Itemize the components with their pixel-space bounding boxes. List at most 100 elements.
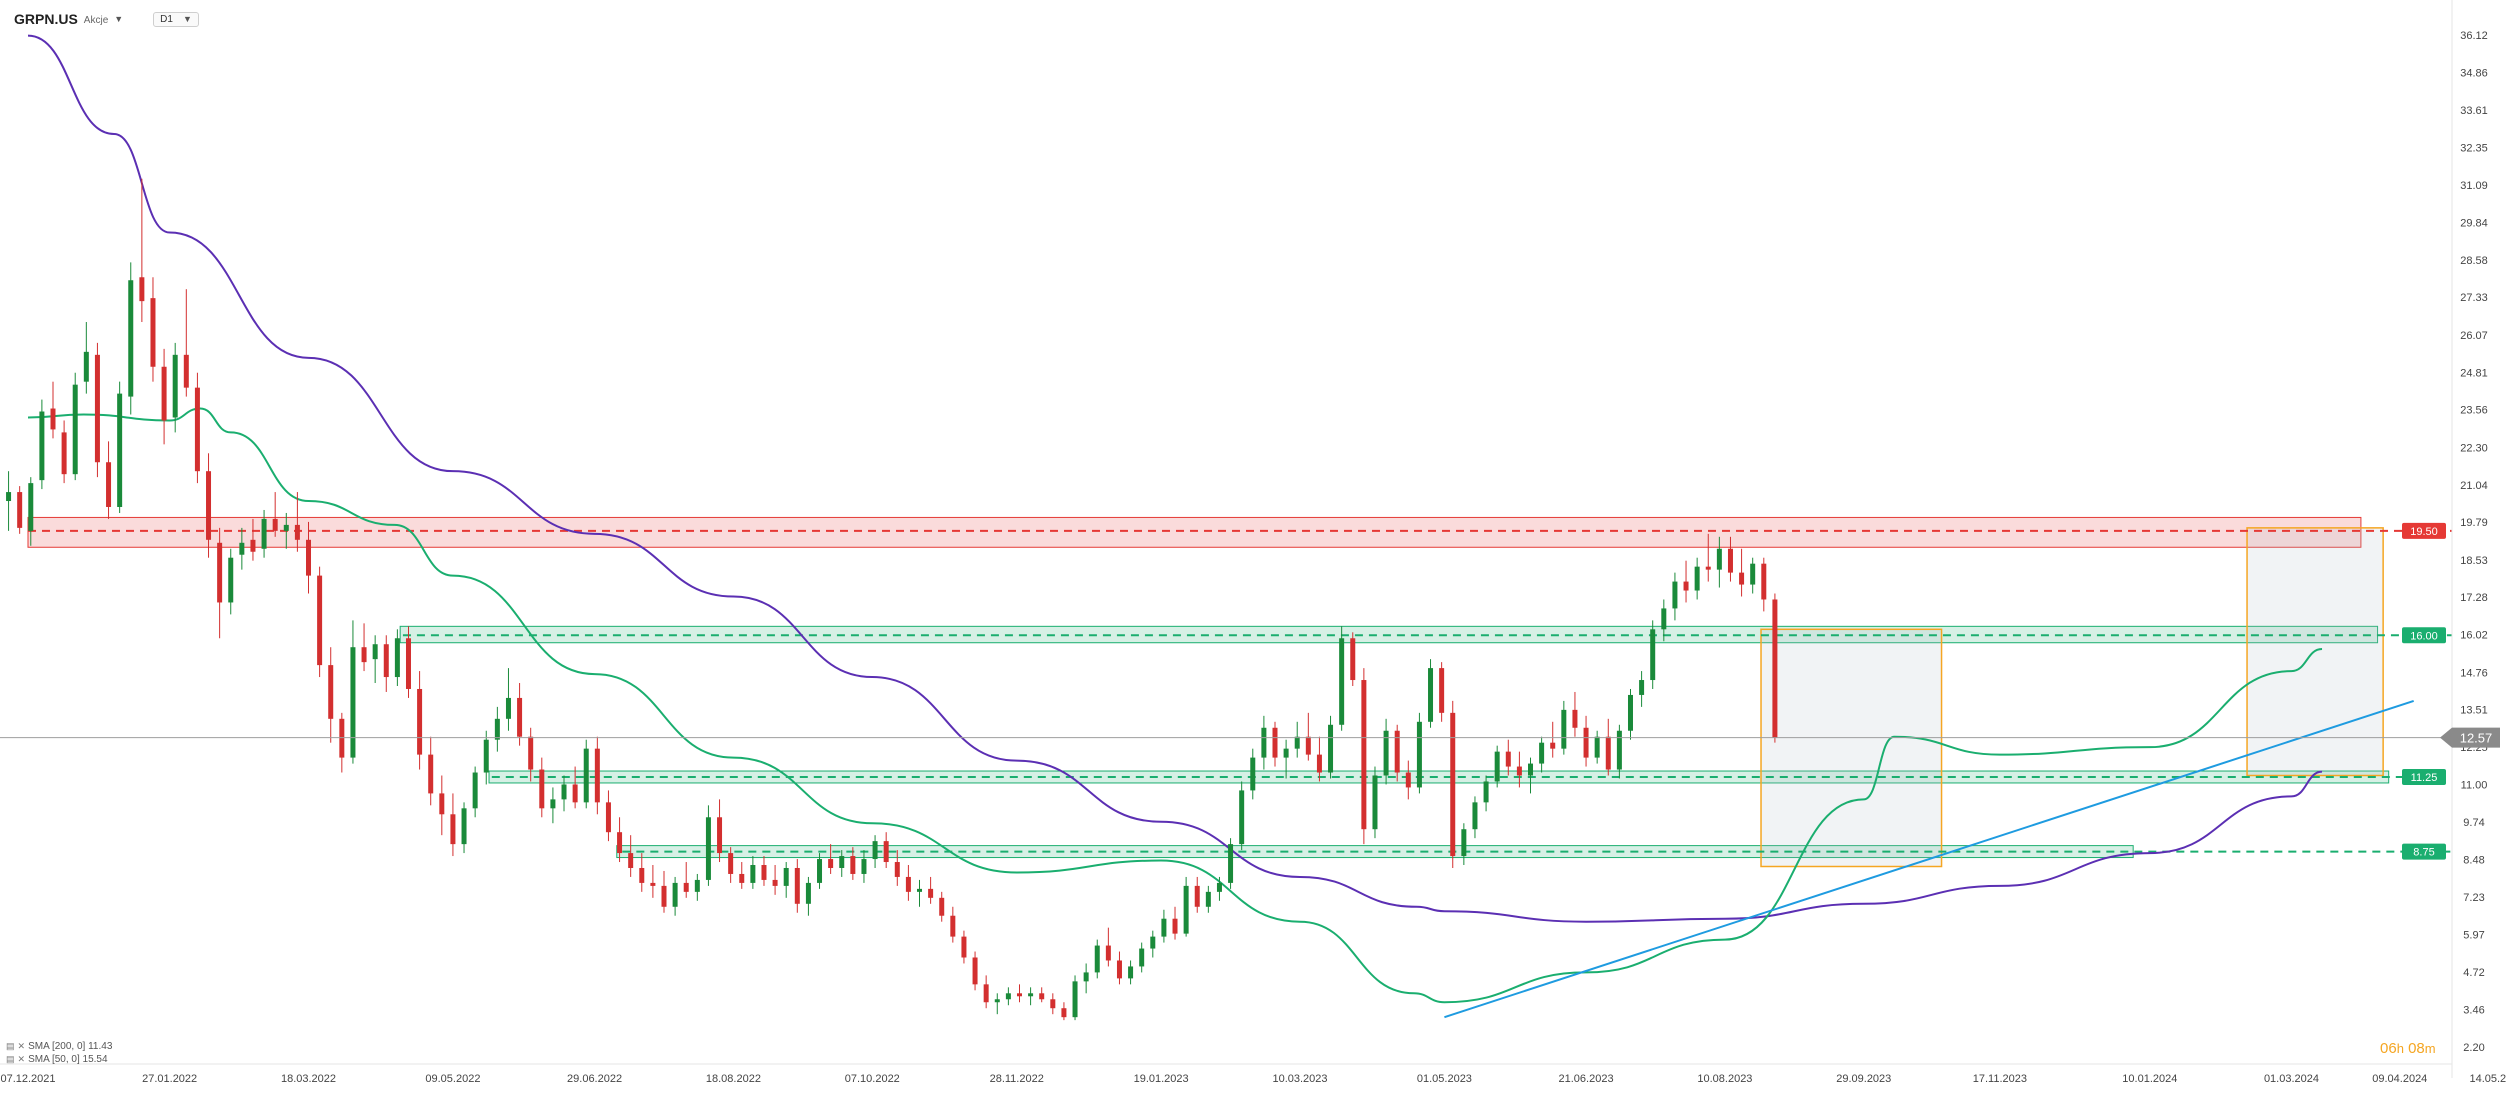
candle-body[interactable] <box>505 697 511 719</box>
candle-body[interactable] <box>1639 680 1645 695</box>
candle-body[interactable] <box>939 897 945 916</box>
settings-icon[interactable]: ▤ <box>6 1054 15 1064</box>
candle-body[interactable] <box>1650 629 1656 681</box>
candle-body[interactable] <box>1539 742 1545 764</box>
candle-body[interactable] <box>1339 638 1345 725</box>
legend-item-sma50[interactable]: ▤ ✕ SMA [50, 0] 15.54 <box>6 1053 112 1066</box>
candle-body[interactable] <box>350 647 356 758</box>
candle-body[interactable] <box>17 492 23 528</box>
candle-body[interactable] <box>1716 548 1722 570</box>
candle-body[interactable] <box>272 518 278 531</box>
candle-body[interactable] <box>717 817 723 854</box>
candle-body[interactable] <box>1428 668 1434 722</box>
candle-body[interactable] <box>206 471 212 540</box>
candle-body[interactable] <box>1616 730 1622 770</box>
candle-body[interactable] <box>139 277 145 302</box>
candle-body[interactable] <box>1772 599 1778 738</box>
candle-body[interactable] <box>872 841 878 860</box>
candle-body[interactable] <box>472 772 478 809</box>
candle-body[interactable] <box>1739 572 1745 585</box>
candle-body[interactable] <box>1305 736 1311 755</box>
candle-body[interactable] <box>483 739 489 773</box>
candle-body[interactable] <box>83 351 89 382</box>
candle-body[interactable] <box>894 862 900 877</box>
consolidation-box[interactable] <box>1760 628 1943 868</box>
candle-body[interactable] <box>1672 581 1678 609</box>
candle-body[interactable] <box>439 793 445 815</box>
candle-body[interactable] <box>572 784 578 803</box>
candle-body[interactable] <box>1061 1008 1067 1018</box>
candle-body[interactable] <box>1272 727 1278 758</box>
candle-body[interactable] <box>1516 766 1522 776</box>
candle-body[interactable] <box>1683 581 1689 591</box>
candle-body[interactable] <box>650 882 656 886</box>
candle-body[interactable] <box>750 865 756 883</box>
candle-body[interactable] <box>461 808 467 845</box>
candle-body[interactable] <box>961 936 967 958</box>
candle-body[interactable] <box>217 542 223 603</box>
candle-body[interactable] <box>39 411 45 481</box>
candle-body[interactable] <box>1239 790 1245 845</box>
candle-body[interactable] <box>1139 948 1145 967</box>
candle-body[interactable] <box>705 817 711 880</box>
candle-body[interactable] <box>161 366 167 421</box>
candle-body[interactable] <box>917 888 923 892</box>
candle-body[interactable] <box>1216 882 1222 892</box>
candle-body[interactable] <box>1594 736 1600 758</box>
candle-body[interactable] <box>605 802 611 833</box>
candle-body[interactable] <box>417 688 423 755</box>
support-resistance-zone[interactable] <box>616 845 2134 859</box>
candle-body[interactable] <box>1550 742 1556 749</box>
candle-body[interactable] <box>1183 885 1189 934</box>
candle-body[interactable] <box>1005 993 1011 1000</box>
candle-body[interactable] <box>528 736 534 770</box>
candle-body[interactable] <box>728 853 734 874</box>
candle-body[interactable] <box>72 384 78 475</box>
candle-body[interactable] <box>6 492 12 502</box>
symbol-dropdown-icon[interactable]: ▼ <box>114 14 124 24</box>
candle-body[interactable] <box>106 462 112 507</box>
candle-body[interactable] <box>117 393 123 507</box>
candle-body[interactable] <box>994 999 1000 1003</box>
candle-body[interactable] <box>783 867 789 886</box>
candle-body[interactable] <box>494 718 500 740</box>
candle-body[interactable] <box>328 665 334 719</box>
candle-body[interactable] <box>928 888 934 898</box>
candle-body[interactable] <box>1361 680 1367 830</box>
candle-body[interactable] <box>361 647 367 663</box>
candle-body[interactable] <box>194 387 200 472</box>
candle-body[interactable] <box>339 718 345 758</box>
candle-body[interactable] <box>1083 972 1089 982</box>
candle-body[interactable] <box>628 853 634 868</box>
candle-body[interactable] <box>883 841 889 863</box>
candle-body[interactable] <box>1350 638 1356 681</box>
candle-body[interactable] <box>450 814 456 845</box>
candle-body[interactable] <box>594 748 600 803</box>
candle-body[interactable] <box>405 638 411 689</box>
candle-body[interactable] <box>28 483 34 531</box>
candle-body[interactable] <box>1416 721 1422 788</box>
candle-body[interactable] <box>317 575 323 666</box>
candle-body[interactable] <box>661 885 667 907</box>
legend-item-sma200[interactable]: ▤ ✕ SMA [200, 0] 11.43 <box>6 1040 112 1053</box>
candle-body[interactable] <box>1205 891 1211 907</box>
candle-body[interactable] <box>1561 709 1567 749</box>
candle-body[interactable] <box>1072 981 1078 1018</box>
candle-body[interactable] <box>1228 844 1234 883</box>
candle-body[interactable] <box>539 769 545 809</box>
candle-body[interactable] <box>1627 694 1633 731</box>
candle-body[interactable] <box>1450 712 1456 857</box>
candle-body[interactable] <box>183 354 189 388</box>
candle-body[interactable] <box>1328 724 1334 773</box>
candle-body[interactable] <box>1161 918 1167 937</box>
candle-body[interactable] <box>1294 736 1300 749</box>
candle-body[interactable] <box>617 832 623 854</box>
candle-body[interactable] <box>739 873 745 883</box>
candle-body[interactable] <box>694 879 700 892</box>
candle-body[interactable] <box>1483 781 1489 803</box>
candle-body[interactable] <box>817 859 823 883</box>
candle-body[interactable] <box>861 859 867 874</box>
candle-body[interactable] <box>983 984 989 1003</box>
candle-body[interactable] <box>1105 945 1111 961</box>
candle-body[interactable] <box>1583 727 1589 758</box>
